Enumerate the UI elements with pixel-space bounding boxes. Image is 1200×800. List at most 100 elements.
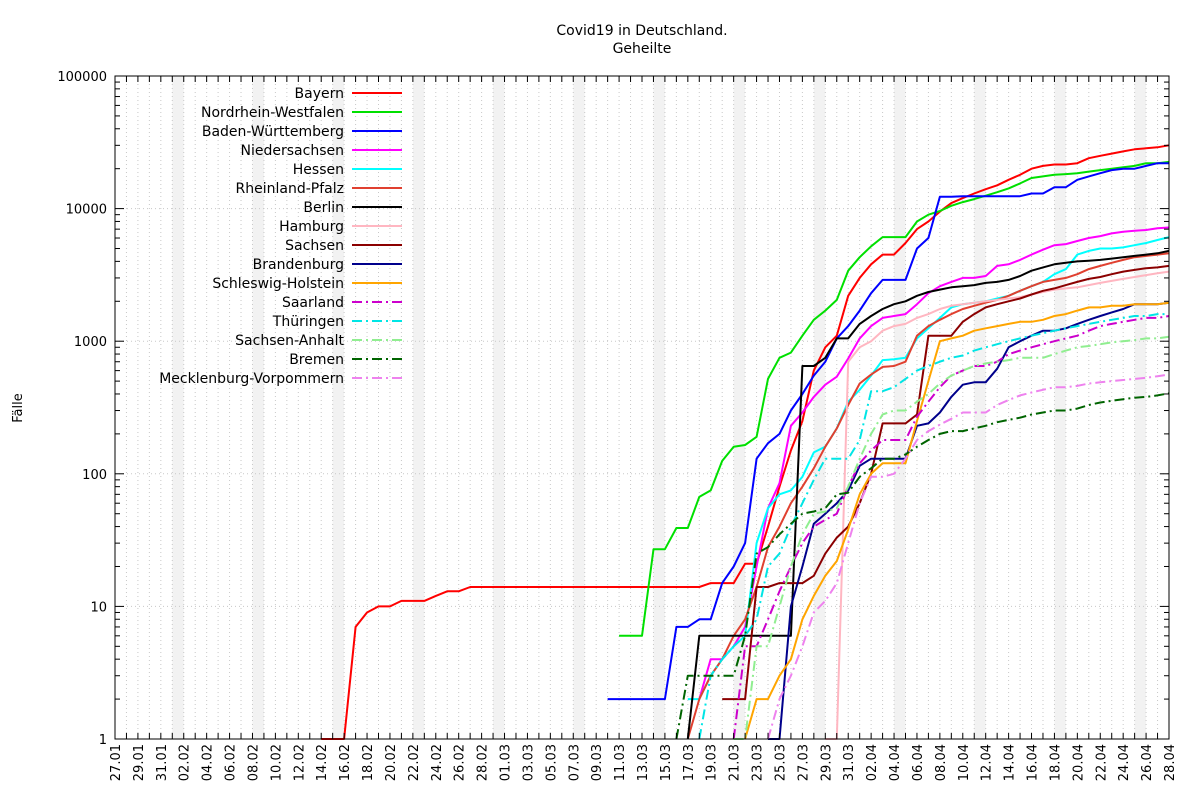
x-tick-label: 04.04 [888, 744, 903, 781]
series-line-mecklenburg-vorpommern [767, 373, 1170, 740]
x-tick-label: 08.04 [934, 744, 949, 781]
legend-label: Bremen [289, 352, 344, 368]
x-tick-label: 24.04 [1117, 744, 1132, 781]
series-line-niedersachsen [698, 226, 1170, 700]
y-tick-label: 1 [99, 733, 107, 748]
weekend-band [1134, 76, 1147, 739]
series-lines [321, 144, 1170, 740]
legend-label: Rheinland-Pfalz [236, 181, 344, 197]
series-line-sachsen-anhalt [733, 335, 1170, 740]
weekend-band [653, 76, 665, 739]
x-tick-label: 22.02 [407, 744, 422, 781]
x-tick-label: 29.03 [819, 744, 834, 781]
weekend-band [813, 76, 826, 739]
y-axis-label: Fälle [11, 393, 26, 422]
x-tick-label: 06.02 [224, 744, 239, 781]
series-line-berlin [686, 249, 1170, 740]
y-tick-label: 1000 [74, 335, 107, 350]
weekend-band [894, 76, 906, 739]
x-tick-label: 20.02 [384, 744, 399, 781]
x-tick-label: 31.03 [842, 744, 857, 781]
series-line-brandenburg [768, 301, 1170, 740]
legend-label: Saarland [282, 295, 344, 311]
x-tick-label: 15.03 [659, 744, 674, 781]
x-tick-label: 05.03 [544, 744, 559, 781]
x-tick-label: 01.03 [499, 744, 514, 781]
x-tick-label: 31.01 [155, 744, 170, 781]
weekend-band [332, 76, 345, 739]
weekend-band [974, 76, 986, 739]
x-tick-label: 04.02 [201, 744, 216, 781]
x-tick-label: 18.04 [1048, 744, 1063, 781]
legend-label: Sachsen-Anhalt [235, 333, 344, 349]
x-tick-label: 03.03 [521, 744, 536, 781]
weekend-band [493, 76, 505, 739]
x-tick-label: 28.04 [1163, 744, 1178, 781]
legend-label: Bayern [295, 86, 344, 102]
x-tick-label: 19.03 [705, 744, 720, 781]
x-tick-label: 12.04 [980, 744, 995, 781]
x-tick-label: 27.01 [109, 744, 124, 781]
series-line-bremen [675, 392, 1170, 740]
legend-label: Sachsen [285, 238, 344, 254]
x-tick-label: 18.02 [361, 744, 376, 781]
legend-label: Hamburg [279, 219, 344, 235]
series-line-hessen [687, 236, 1170, 701]
y-tick-label: 10 [90, 600, 107, 615]
x-tick-label: 24.02 [430, 744, 445, 781]
series-line-hamburg [825, 270, 1170, 740]
x-tick-label: 09.03 [590, 744, 605, 781]
chart-title: Covid19 in Deutschland. [556, 23, 727, 39]
x-tick-label: 11.03 [613, 744, 628, 781]
x-tick-label: 29.01 [132, 744, 147, 781]
weekend-band [172, 76, 184, 739]
x-tick-label: 10.02 [269, 744, 284, 781]
x-tick-label: 14.04 [1003, 744, 1018, 781]
x-tick-label: 07.03 [567, 744, 582, 781]
legend-label: Mecklenburg-Vorpommern [159, 371, 344, 387]
weekend-band [252, 76, 264, 739]
x-tick-label: 08.02 [246, 744, 261, 781]
chart-subtitle: Geheilte [613, 41, 672, 57]
x-tick-label: 20.04 [1071, 744, 1086, 781]
x-tick-label: 26.02 [453, 744, 468, 781]
x-tick-labels: 27.01 29.01 31.01 02.02 04.02 06.02 08.02 10.02… [109, 744, 1178, 781]
axes [114, 75, 1170, 740]
x-tick-label: 27.03 [796, 744, 811, 781]
legend-label: Niedersachsen [241, 143, 344, 159]
y-tick-label: 100 [82, 468, 107, 483]
legend-label: Nordrhein-Westfalen [201, 105, 344, 121]
x-tick-label: 02.02 [178, 744, 193, 781]
legend-label: Brandenburg [253, 257, 344, 273]
x-tick-label: 16.02 [338, 744, 353, 781]
x-tick-label: 22.04 [1094, 744, 1109, 781]
legend-label: Baden-Württemberg [202, 124, 344, 140]
y-tick-label: 100000 [57, 70, 107, 85]
x-tick-label: 10.04 [957, 744, 972, 781]
x-tick-label: 28.02 [476, 744, 491, 781]
x-tick-label: 13.03 [636, 744, 651, 781]
weekend-band [573, 76, 585, 739]
series-line-saarland [732, 315, 1170, 740]
x-tick-label: 25.03 [773, 744, 788, 781]
x-tick-label: 02.04 [865, 744, 880, 781]
y-tick-labels: 1 10 100 1000 10000 100000 [57, 70, 107, 748]
y-tick-label: 10000 [66, 203, 107, 218]
legend: Bayern Nordrhein-Westfalen Baden-Württembe… [159, 86, 402, 387]
series-line-schleswig-holstein [744, 301, 1170, 740]
x-tick-label: 14.02 [315, 744, 330, 781]
legend-label: Berlin [303, 200, 344, 216]
weekend-band [733, 76, 746, 739]
x-tick-label: 16.04 [1026, 744, 1041, 781]
x-tick-label: 21.03 [728, 744, 743, 781]
grid-lines [114, 75, 1170, 740]
weekend-band [1054, 76, 1066, 739]
series-line-nordrhein-westfalen [619, 160, 1170, 637]
legend-label: Hessen [293, 162, 344, 178]
weekend-band [412, 76, 425, 739]
x-tick-label: 17.03 [682, 744, 697, 781]
series-line-baden-w-rttemberg [607, 162, 1169, 701]
legend-label: Thüringen [272, 314, 344, 330]
plot-frame [114, 75, 1170, 740]
